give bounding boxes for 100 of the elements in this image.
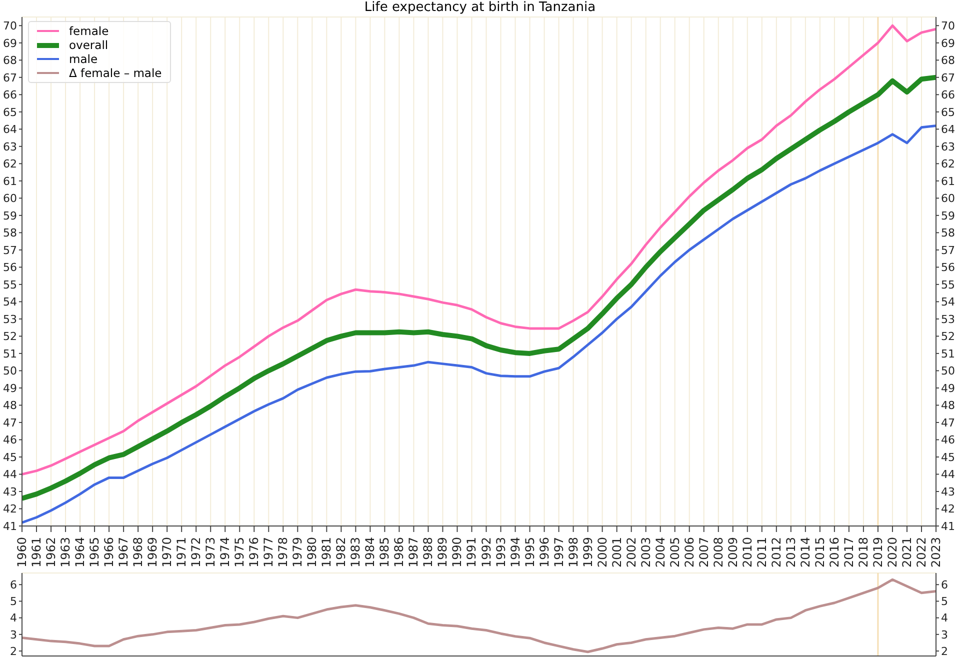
x-tick-label: 2011	[754, 537, 769, 568]
y-tick-label: 48	[3, 399, 17, 412]
y-tick-label: 57	[3, 244, 17, 257]
y-tick-label: 46	[3, 434, 17, 447]
y-tick-label: 50	[3, 364, 17, 378]
x-tick-label: 2009	[726, 537, 740, 568]
y-tick-label: 47	[3, 416, 17, 430]
y-tick-label: 45	[3, 450, 17, 464]
y-tick-label: 66	[3, 88, 17, 102]
x-tick-label: 1973	[204, 537, 218, 568]
legend-label: female	[69, 24, 109, 38]
y-tick-label: 68	[3, 54, 17, 68]
x-tick-label: 1972	[189, 537, 204, 568]
x-tick-label: 1999	[580, 537, 595, 568]
y-tick-label: 59	[3, 209, 17, 222]
x-tick-label: 1971	[174, 537, 189, 568]
x-tick-label: 1994	[508, 537, 522, 568]
x-tick-label: 1991	[464, 537, 479, 568]
x-tick-label: 2016	[827, 537, 842, 568]
x-tick-label: 1993	[494, 537, 508, 568]
x-tick-label: 2006	[682, 537, 696, 568]
line-series	[22, 124, 936, 524]
y-tick-label: 63	[3, 140, 17, 154]
x-tick-label: 1985	[378, 537, 392, 568]
y-tick-label: 2	[10, 644, 17, 658]
x-tick-label: 2000	[595, 537, 610, 568]
y-tick-label: 58	[3, 226, 17, 240]
y2-tick-label: 64	[941, 123, 955, 136]
x-tick-label: 1984	[363, 537, 378, 568]
y2-tick-label: 58	[941, 226, 955, 240]
y-tick-label: 67	[3, 71, 17, 84]
y2-tick-label: 47	[941, 416, 955, 430]
x-tick-label: 2012	[769, 537, 784, 568]
y-tick-label: 61	[3, 174, 17, 188]
x-tick-label: 1963	[58, 537, 73, 568]
y2-tick-label: 65	[941, 106, 955, 119]
legend-label: male	[69, 52, 98, 66]
x-tick-label: 2023	[929, 537, 943, 568]
line-series	[22, 578, 936, 654]
y-tick-label: 60	[3, 192, 17, 206]
x-tick-label: 2017	[842, 537, 856, 568]
x-tick-label: 1975	[232, 537, 247, 568]
y2-tick-label: 43	[941, 485, 955, 498]
x-tick-label: 1995	[522, 537, 537, 568]
y2-tick-label: 63	[941, 140, 955, 154]
y2-tick-label: 56	[941, 261, 955, 274]
x-tick-label: 1982	[334, 537, 348, 568]
x-tick-label: 2001	[610, 537, 624, 568]
x-tick-label: 2020	[885, 537, 900, 568]
y-tick-label: 70	[3, 20, 17, 33]
x-tick-label: 2004	[653, 537, 668, 568]
x-tick-label: 1965	[88, 537, 102, 568]
y2-tick-label: 57	[941, 244, 955, 257]
x-tick-label: 2015	[812, 537, 827, 568]
y2-tick-label: 68	[941, 54, 955, 68]
y2-tick-label: 3	[941, 628, 948, 642]
x-tick-label: 1968	[131, 537, 146, 568]
y2-tick-label: 59	[941, 209, 955, 222]
y2-tick-label: 46	[941, 434, 955, 447]
y2-tick-label: 44	[941, 468, 955, 482]
chart-title: Life expectancy at birth in Tanzania	[363, 0, 597, 15]
x-tick-label: 2022	[914, 537, 928, 568]
y-tick-label: 6	[10, 578, 17, 592]
x-tick-label: 1992	[479, 537, 494, 568]
x-tick-label: 1979	[290, 537, 305, 568]
x-tick-label: 1964	[73, 537, 88, 568]
x-tick-label: 1977	[262, 537, 276, 568]
line-series	[22, 24, 936, 476]
y2-tick-label: 42	[941, 502, 955, 516]
x-tick-label: 1974	[218, 537, 232, 568]
y2-tick-label: 61	[941, 174, 955, 188]
y-tick-label: 3	[10, 628, 17, 642]
y-tick-label: 49	[3, 382, 17, 395]
y-tick-label: 69	[3, 36, 17, 50]
x-tick-label: 1976	[247, 537, 262, 568]
y-tick-label: 55	[3, 278, 17, 292]
x-tick-label: 2007	[696, 537, 711, 568]
y-tick-label: 44	[3, 468, 17, 482]
y-tick-label: 4	[10, 612, 17, 625]
y-tick-label: 53	[3, 312, 17, 326]
y-tick-label: 54	[3, 296, 17, 309]
x-tick-label: 1978	[276, 537, 290, 568]
x-tick-label: 2021	[900, 537, 914, 568]
y2-tick-label: 2	[941, 644, 948, 658]
x-tick-label: 1981	[320, 537, 334, 568]
y2-tick-label: 4	[941, 612, 948, 625]
y2-tick-label: 67	[941, 71, 955, 84]
x-tick-label: 1970	[160, 537, 174, 568]
y-tick-label: 52	[3, 330, 17, 344]
x-tick-label: 1962	[44, 537, 58, 568]
x-tick-label: 1980	[305, 537, 320, 568]
y-tick-label: 64	[3, 123, 17, 136]
x-tick-label: 1960	[15, 537, 29, 568]
y-tick-label: 5	[10, 595, 17, 608]
y2-tick-label: 66	[941, 88, 955, 102]
x-tick-label: 2010	[740, 537, 754, 568]
y2-tick-label: 54	[941, 296, 955, 309]
y2-tick-label: 50	[941, 364, 955, 378]
legend-label: Δ female – male	[69, 66, 162, 80]
y2-tick-label: 52	[941, 330, 955, 344]
